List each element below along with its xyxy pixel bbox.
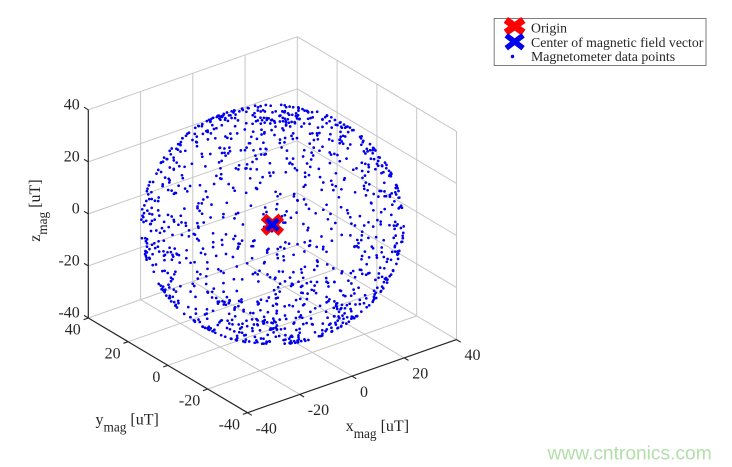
svg-text:-40: -40 <box>256 420 277 437</box>
svg-text:-20: -20 <box>58 253 79 270</box>
svg-text:-40: -40 <box>58 305 79 322</box>
svg-text:www.cntronics.com: www.cntronics.com <box>547 444 712 465</box>
svg-text:Magnetometer data points: Magnetometer data points <box>531 49 675 64</box>
svg-text:20: 20 <box>105 345 121 362</box>
svg-text:-20: -20 <box>308 402 329 419</box>
svg-text:40: 40 <box>65 322 81 339</box>
svg-text:20: 20 <box>412 366 428 383</box>
svg-text:-20: -20 <box>179 393 200 410</box>
svg-text:20: 20 <box>64 149 80 166</box>
svg-text:40: 40 <box>64 96 80 113</box>
svg-text:0: 0 <box>72 201 80 218</box>
svg-text:-40: -40 <box>219 416 240 433</box>
svg-text:0: 0 <box>360 384 368 401</box>
svg-text:40: 40 <box>465 347 481 364</box>
svg-text:Origin: Origin <box>531 21 567 36</box>
svg-text:Center of magnetic field vecto: Center of magnetic field vector <box>531 35 704 50</box>
svg-text:0: 0 <box>152 369 160 386</box>
